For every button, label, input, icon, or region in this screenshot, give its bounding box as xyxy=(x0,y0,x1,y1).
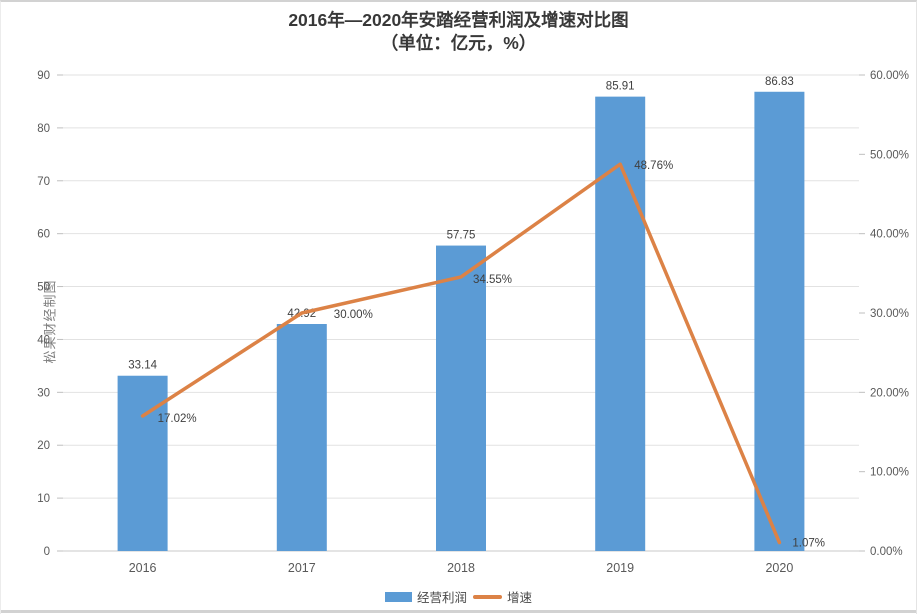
legend-bar-label: 经营利润 xyxy=(416,591,467,605)
right-axis-tick-label: 40.00% xyxy=(870,229,909,241)
bottom-edge-divider xyxy=(1,610,916,613)
legend-line-label: 增速 xyxy=(507,591,533,605)
x-axis-label: 2017 xyxy=(288,561,316,575)
bar-value-label: 33.14 xyxy=(128,360,157,372)
bar xyxy=(276,324,327,551)
line-value-label: 34.55% xyxy=(473,274,512,286)
left-axis-tick-label: 60 xyxy=(37,229,50,241)
left-axis-tick-label: 0 xyxy=(44,546,50,558)
right-axis-tick-label: 60.00% xyxy=(870,70,909,82)
left-axis-tick-label: 30 xyxy=(37,387,50,399)
left-axis-tick-label: 20 xyxy=(37,440,50,452)
right-axis-tick-label: 10.00% xyxy=(870,467,909,479)
bar xyxy=(436,245,486,552)
x-axis-label: 2016 xyxy=(129,561,157,575)
line-value-label: 48.76% xyxy=(634,160,673,172)
line-value-label: 17.02% xyxy=(158,413,197,425)
chart-title-line1: 2016年—2020年安踏经营利润及增速对比图 xyxy=(288,10,629,30)
legend-line-swatch xyxy=(473,594,502,599)
bar xyxy=(117,375,168,551)
left-axis-tick-label: 50 xyxy=(37,282,50,294)
chart-title-line2: （单位：亿元，%） xyxy=(380,33,537,53)
right-axis-tick-label: 50.00% xyxy=(870,149,909,161)
line-value-label: 1.07% xyxy=(792,538,825,550)
left-axis-tick-label: 70 xyxy=(37,176,50,188)
x-axis-label: 2019 xyxy=(606,561,634,575)
left-axis-tick-label: 90 xyxy=(37,70,50,82)
growth-line xyxy=(140,162,782,545)
left-axis-tick-label: 80 xyxy=(37,123,50,135)
x-axis-label: 2018 xyxy=(447,561,475,575)
legend-item-line: 增速 xyxy=(473,587,532,606)
right-axis-tick-label: 30.00% xyxy=(870,308,909,320)
bar xyxy=(754,91,805,551)
legend: 经营利润 增速 xyxy=(1,587,916,606)
bar-value-label: 86.83 xyxy=(765,76,794,88)
right-axis-tick-label: 20.00% xyxy=(870,387,909,399)
right-axis-tick-label: 0.00% xyxy=(870,546,903,558)
chart-title: 2016年—2020年安踏经营利润及增速对比图 （单位：亿元，%） xyxy=(1,9,916,55)
x-axis-label: 2020 xyxy=(765,561,793,575)
legend-item-bar: 经营利润 xyxy=(384,587,467,606)
line-value-label: 30.00% xyxy=(334,309,373,321)
bar-value-label: 85.91 xyxy=(606,81,635,93)
bar xyxy=(595,96,646,551)
bar-value-label: 57.75 xyxy=(447,230,476,242)
left-axis-tick-label: 40 xyxy=(37,334,50,346)
left-axis-tick-label: 10 xyxy=(37,493,50,505)
legend-bar-swatch xyxy=(384,591,412,602)
